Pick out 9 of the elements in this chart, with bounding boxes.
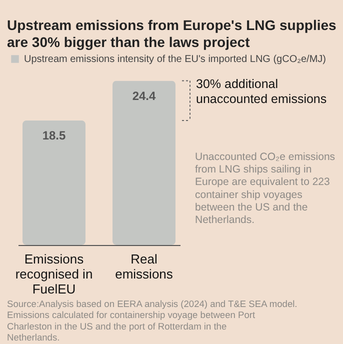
legend-label: Upstream emissions intensity of the EU's imported LNG (gCO₂e/MJ)	[24, 54, 326, 65]
chart-title: Upstream emissions from Europe's LNG supplies are 30% bigger than the laws project	[7, 17, 337, 50]
data-label: 18.5	[42, 128, 66, 142]
source-note: Source:Analysis based on EERA analysis (2024) and T&E SEA model. Emissions calculated for containership voyage between Port Charleston in the US and the port of Rotterdam in the Netherlands.	[7, 299, 298, 342]
text: Unaccounted CO₂e emissions from LNG ships sailing in Europe are equivalent to 223 container ship voyages between the US and the Netherlands.	[195, 151, 336, 226]
x-tick-label: Real emissions	[115, 252, 174, 282]
x-tick-label: Emissions recognised in FuelEU	[15, 252, 93, 296]
data-label: 24.4	[132, 88, 156, 103]
text: 30% additional unaccounted emissions	[196, 77, 327, 106]
